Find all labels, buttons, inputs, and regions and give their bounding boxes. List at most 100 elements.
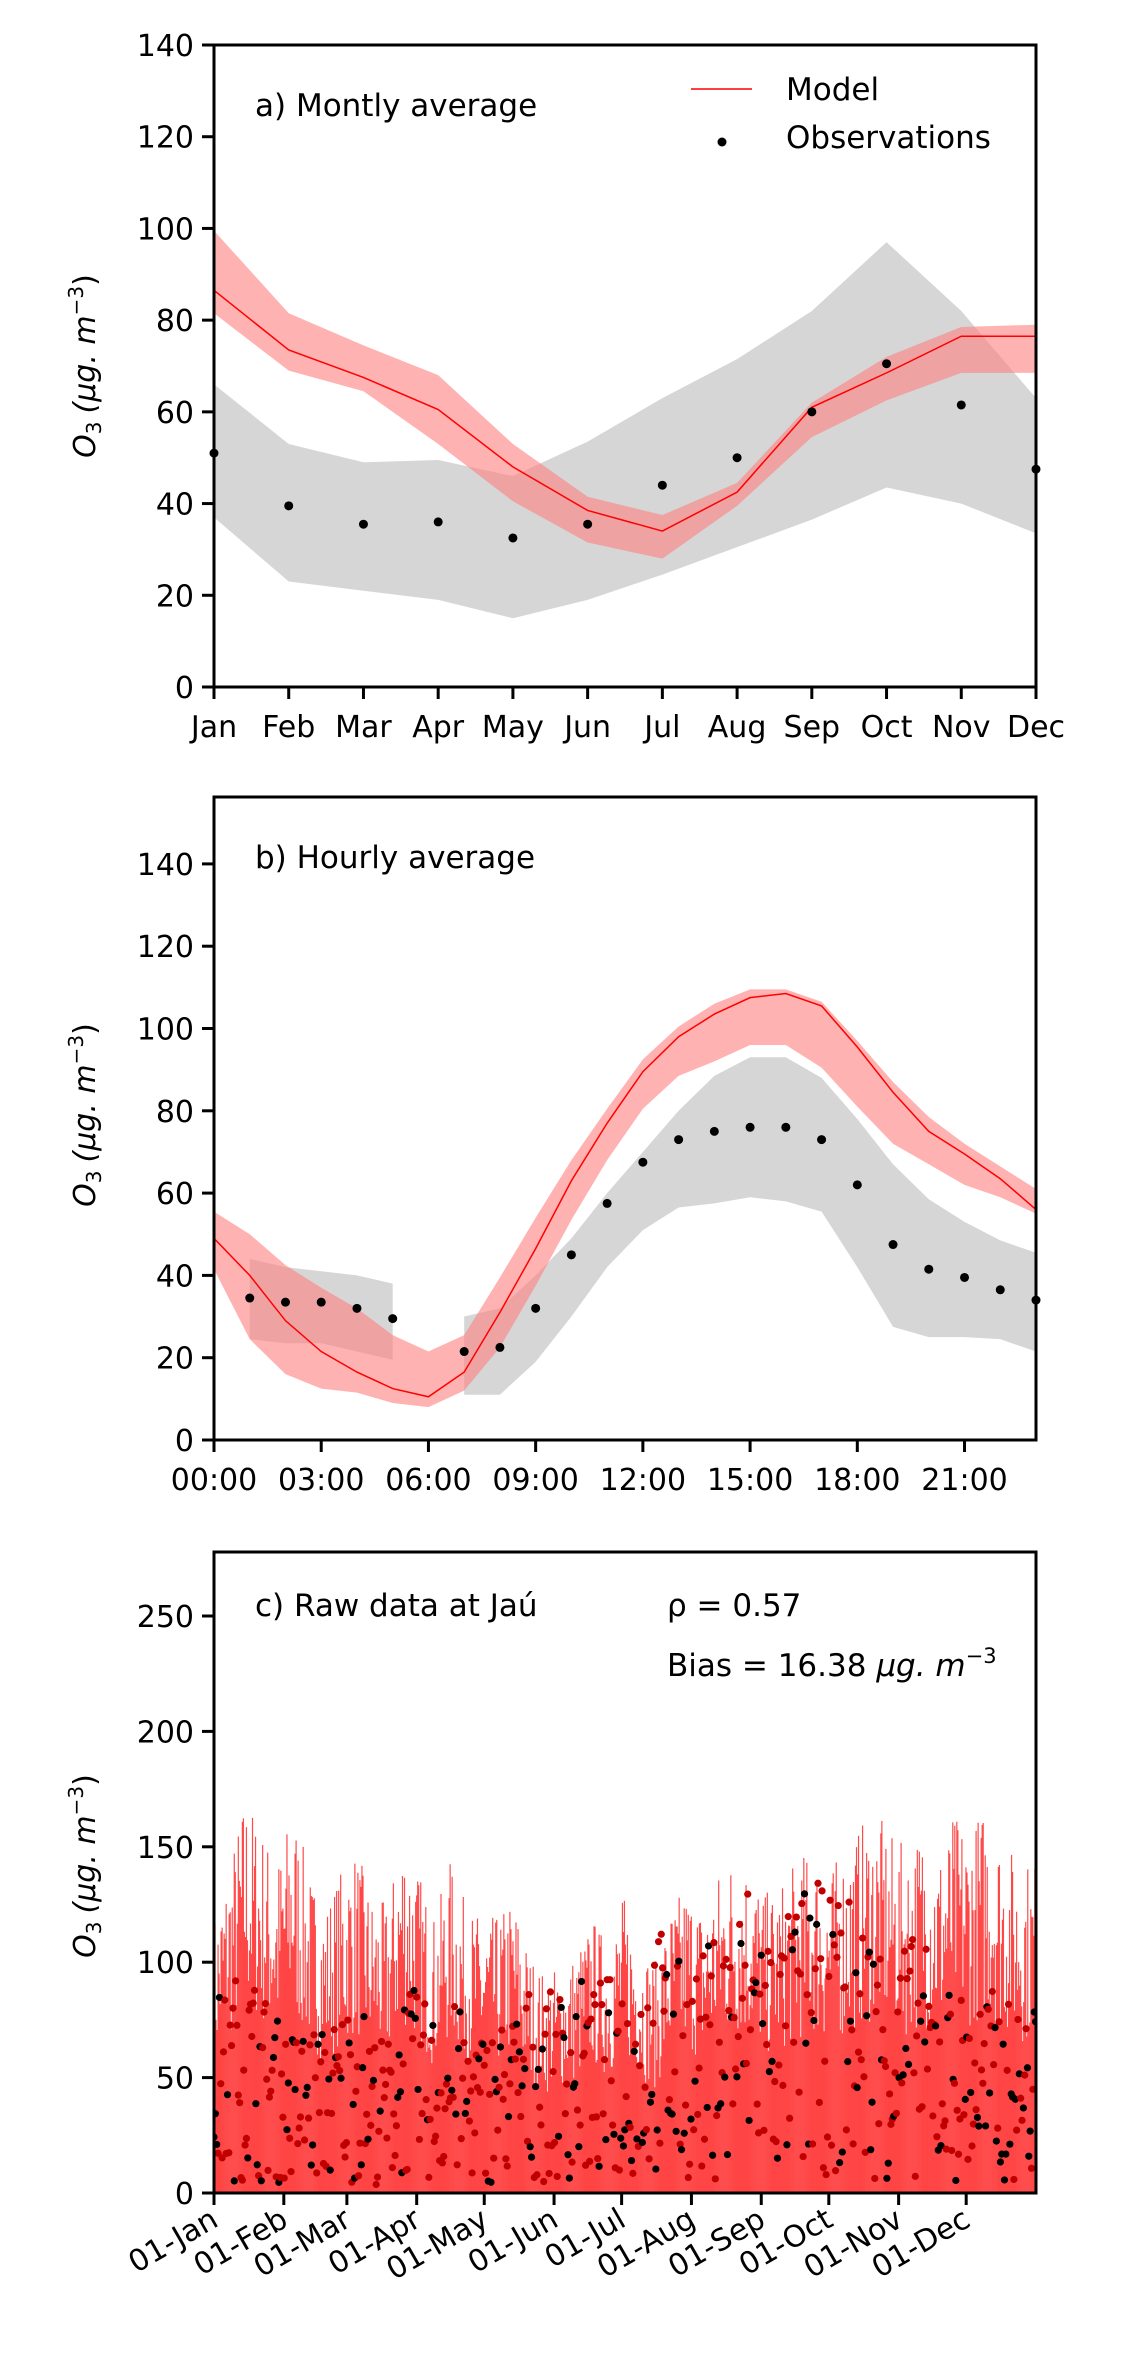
observation-hourly-point <box>363 2110 371 2118</box>
observation-hourly-point <box>538 2045 546 2053</box>
observation-hourly-point <box>813 1920 821 1928</box>
observation-hourly-point <box>487 2178 495 2186</box>
observation-hourly-point <box>852 1969 860 1977</box>
observation-hourly-point <box>680 2129 688 2137</box>
observation-hourly-point <box>767 1958 775 1967</box>
observation-hourly-point <box>442 2080 451 2088</box>
observation-hourly-point <box>356 2139 364 2147</box>
observation-hourly-point <box>961 2095 969 2103</box>
panel-b-hourly-average: 0 20 40 60 80 100 120 140 00:00 03:00 06:00 09:00 1… <box>64 795 1041 1498</box>
observation-hourly-point <box>396 2088 405 2096</box>
observation-hourly-point <box>908 1935 917 1944</box>
observation-hourly-point <box>438 2159 446 2167</box>
observation-hourly-point <box>871 2174 879 2183</box>
observation-hourly-point <box>587 2015 595 2023</box>
observation-hourly-point <box>903 1975 911 1983</box>
observation-hourly-point <box>717 2100 725 2108</box>
observation-hourly-point <box>448 2086 456 2094</box>
observation-hourly-point <box>494 2126 502 2134</box>
observation-hourly-point <box>992 2137 1000 2145</box>
observation-hourly-point <box>349 2100 357 2109</box>
observation-point <box>745 1122 755 1132</box>
panel-c-title: c) Raw data at Jaú <box>255 1588 538 1624</box>
observation-hourly-point <box>337 2074 345 2082</box>
observation-hourly-point <box>626 2123 634 2131</box>
observation-hourly-point <box>533 2171 541 2179</box>
observation-hourly-point <box>957 1996 965 2005</box>
observation-hourly-point <box>657 1930 665 1938</box>
x-tick-label: 12:00 <box>600 1463 686 1498</box>
observation-hourly-point <box>318 2031 326 2039</box>
observation-hourly-point <box>914 1999 922 2007</box>
observation-hourly-point <box>886 2090 894 2098</box>
observation-hourly-point <box>521 2065 529 2073</box>
observation-hourly-point <box>644 2004 652 2012</box>
observation-hourly-point <box>527 2153 536 2161</box>
observation-hourly-point <box>456 2008 464 2016</box>
observation-hourly-point <box>636 2062 644 2070</box>
observation-point <box>316 1297 326 1307</box>
observation-hourly-point <box>354 2172 363 2180</box>
y-tick-label: 60 <box>156 1177 194 1212</box>
observation-hourly-point <box>517 2112 525 2121</box>
observation-hourly-point <box>729 2100 737 2108</box>
observation-hourly-point <box>904 2060 913 2069</box>
observation-hourly-point <box>838 2148 846 2156</box>
x-tick-label: May <box>482 710 544 745</box>
observation-hourly-point <box>437 2089 445 2097</box>
observation-hourly-point <box>800 1890 809 1898</box>
observation-hourly-point <box>911 2172 919 2180</box>
observation-hourly-point <box>741 1961 749 1969</box>
observation-hourly-point <box>259 2043 267 2052</box>
observation-hourly-point <box>371 2044 379 2052</box>
observation-hourly-point <box>1019 2104 1027 2112</box>
observation-hourly-point <box>384 2040 392 2048</box>
observation-hourly-point <box>367 2121 375 2129</box>
observation-hourly-point <box>709 2151 717 2159</box>
x-tick-label: 15:00 <box>707 1463 793 1498</box>
ylabel-close: ) <box>68 1774 103 1786</box>
observation-hourly-point <box>552 2030 560 2038</box>
observation-hourly-point <box>465 2117 473 2125</box>
observation-hourly-point <box>253 2161 261 2169</box>
observation-hourly-point <box>560 2033 568 2042</box>
x-tick-label: Oct <box>861 710 913 745</box>
bias-value: Bias = 16.38 <box>667 1648 876 1684</box>
observation-hourly-point <box>834 1902 842 1910</box>
observation-point <box>566 1250 576 1260</box>
observation-hourly-point <box>483 2046 491 2055</box>
observation-hourly-point <box>225 2149 233 2157</box>
observation-hourly-point <box>641 2083 649 2091</box>
ylabel-unit: (μg. m <box>68 315 103 413</box>
observation-hourly-point <box>952 2176 960 2185</box>
observation-hourly-point <box>460 2039 468 2047</box>
observation-hourly-point <box>742 2059 750 2068</box>
observation-hourly-point <box>981 2122 990 2130</box>
observation-hourly-point <box>621 2126 629 2134</box>
y-tick-label: 140 <box>137 848 194 883</box>
observation-hourly-point <box>241 2141 249 2149</box>
observation-hourly-point <box>1021 2071 1029 2079</box>
observation-hourly-point <box>802 2039 810 2047</box>
x-tick-label: Dec <box>1007 710 1065 745</box>
x-tick-label: 03:00 <box>278 1463 364 1498</box>
observation-hourly-point <box>284 2079 292 2087</box>
observation-hourly-point <box>1026 2127 1034 2135</box>
panel-a-title: a) Montly average <box>255 88 537 124</box>
observation-hourly-point <box>391 2151 399 2160</box>
observation-hourly-point <box>803 1991 811 1999</box>
observation-hourly-point <box>833 1953 841 1961</box>
observation-hourly-point <box>287 2168 295 2176</box>
observation-hourly-point <box>649 2019 657 2027</box>
observation-hourly-point <box>523 2137 532 2145</box>
observation-hourly-point <box>671 2068 679 2076</box>
observation-hourly-point <box>967 2088 975 2097</box>
observation-point <box>459 1347 469 1357</box>
observation-hourly-point <box>619 2142 628 2150</box>
observation-hourly-point <box>221 1996 229 2004</box>
observation-hourly-point <box>467 2087 475 2095</box>
y-tick-label: 250 <box>137 1600 194 1635</box>
observation-hourly-point <box>495 2083 503 2091</box>
panel-b-ylabel: O3 (μg. m−3) <box>64 1023 106 1207</box>
observation-hourly-point <box>315 2108 323 2117</box>
